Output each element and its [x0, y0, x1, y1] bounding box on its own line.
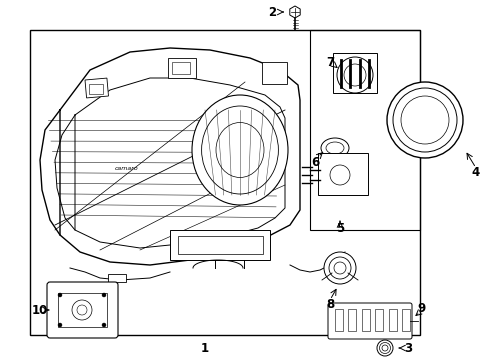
Circle shape — [386, 82, 462, 158]
Bar — [85, 78, 108, 98]
Ellipse shape — [192, 95, 287, 205]
Text: 1: 1 — [201, 342, 209, 355]
Text: 4: 4 — [471, 166, 479, 179]
Text: 5: 5 — [335, 221, 344, 234]
Bar — [178, 236, 263, 254]
Text: 7: 7 — [325, 55, 333, 68]
Bar — [172, 62, 190, 74]
Bar — [334, 309, 342, 331]
Text: camaro: camaro — [115, 166, 139, 171]
Bar — [108, 274, 126, 282]
Bar — [170, 230, 269, 260]
Text: 6: 6 — [310, 156, 319, 168]
FancyBboxPatch shape — [47, 282, 118, 338]
Bar — [401, 309, 409, 331]
Circle shape — [102, 293, 106, 297]
Circle shape — [58, 323, 62, 327]
Bar — [309, 30, 419, 230]
Text: 10: 10 — [32, 303, 48, 316]
Text: 8: 8 — [325, 298, 333, 311]
Bar — [30, 30, 419, 335]
Polygon shape — [289, 6, 300, 18]
Bar — [317, 153, 367, 195]
Circle shape — [102, 323, 106, 327]
Circle shape — [58, 293, 62, 297]
Text: 3: 3 — [403, 342, 411, 355]
Bar — [361, 309, 369, 331]
Bar — [388, 309, 396, 331]
Ellipse shape — [320, 138, 348, 158]
Text: 9: 9 — [417, 302, 425, 315]
Bar — [374, 309, 383, 331]
Circle shape — [324, 252, 355, 284]
Bar — [347, 309, 356, 331]
Bar — [168, 58, 196, 78]
Bar — [262, 62, 286, 84]
FancyBboxPatch shape — [327, 303, 411, 339]
Text: 2: 2 — [267, 5, 276, 18]
Circle shape — [376, 340, 392, 356]
Bar — [58, 293, 107, 327]
Bar — [332, 53, 376, 93]
Bar — [89, 84, 103, 94]
